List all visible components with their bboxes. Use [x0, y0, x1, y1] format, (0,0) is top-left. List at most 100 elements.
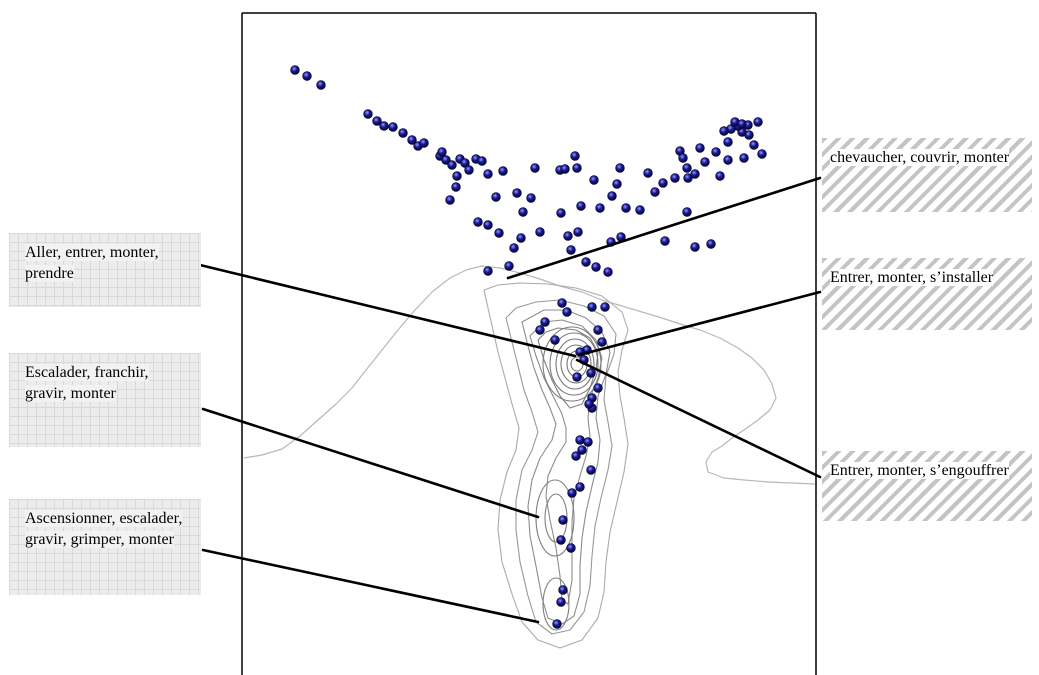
leader-escalader	[201, 407, 540, 519]
data-point	[491, 192, 501, 202]
data-point	[577, 445, 587, 455]
data-point	[570, 151, 580, 161]
leader-aller	[198, 263, 577, 358]
data-point	[595, 203, 605, 213]
data-point	[573, 227, 583, 237]
data-point	[719, 126, 729, 136]
contour-10	[560, 344, 592, 384]
data-point	[567, 488, 577, 498]
data-point	[749, 140, 759, 150]
leader-engouffrer	[575, 358, 822, 479]
density-contours	[243, 265, 816, 649]
data-point	[723, 155, 733, 165]
contour-lobe-1	[535, 479, 575, 557]
data-point	[635, 205, 645, 215]
data-point	[379, 121, 389, 131]
data-point	[715, 171, 725, 181]
data-point	[302, 71, 312, 81]
data-point	[483, 220, 493, 230]
data-point	[682, 207, 692, 217]
contour-4	[521, 309, 611, 625]
data-point	[670, 173, 680, 183]
data-point	[658, 178, 668, 188]
data-point	[700, 157, 710, 167]
label-aller: Aller, entrer, monter, prendre	[9, 233, 201, 307]
data-point	[557, 298, 567, 308]
data-point	[683, 173, 693, 183]
data-point	[706, 239, 716, 249]
data-point	[643, 168, 653, 178]
contour-lobe-3	[542, 577, 570, 631]
label-chevaucher: chevaucher, couvrir, monter	[822, 138, 1032, 212]
label-installer: Entrer, monter, s’installer	[822, 258, 1032, 330]
data-point	[695, 143, 705, 153]
label-ascension: Ascensionner, escalader, gravir, grimper…	[9, 499, 201, 595]
data-point	[682, 163, 692, 173]
data-point	[498, 166, 508, 176]
data-point	[556, 535, 566, 545]
contour-3	[505, 299, 617, 635]
data-point	[572, 163, 582, 173]
data-point	[650, 187, 660, 197]
data-point	[535, 325, 545, 335]
data-point	[494, 228, 504, 238]
data-point	[419, 138, 429, 148]
data-point	[540, 317, 550, 327]
label-engouffrer-text: Entrer, monter, s’engouffrer	[830, 462, 1009, 479]
data-point	[530, 163, 540, 173]
contour-5	[529, 319, 603, 605]
data-point	[572, 372, 582, 382]
data-point	[407, 135, 417, 145]
data-point	[737, 119, 747, 129]
data-point	[504, 261, 514, 271]
data-point	[690, 169, 700, 179]
data-point	[447, 160, 457, 170]
contour-8	[549, 332, 599, 396]
data-point	[558, 515, 568, 525]
contour-outer	[243, 265, 816, 485]
data-point	[526, 193, 536, 203]
data-point	[509, 243, 519, 253]
data-point	[711, 147, 721, 157]
data-point	[597, 337, 607, 347]
data-point	[477, 156, 487, 166]
data-point	[566, 245, 576, 255]
data-point	[452, 171, 462, 181]
data-point	[464, 165, 474, 175]
data-point	[753, 117, 763, 127]
label-ascension-text: Ascensionner, escalader, gravir, grimper…	[25, 510, 183, 548]
data-point	[678, 153, 688, 163]
data-point	[581, 257, 591, 267]
data-point	[563, 231, 573, 241]
leader-ascension	[201, 548, 540, 624]
data-point	[593, 383, 603, 393]
data-point	[388, 122, 398, 132]
data-point	[607, 191, 617, 201]
data-point	[566, 543, 576, 553]
label-aller-text: Aller, entrer, monter, prendre	[25, 244, 159, 282]
data-point	[552, 619, 562, 629]
data-point	[473, 217, 483, 227]
label-escalader: Escalader, franchir, gravir, monter	[9, 353, 201, 447]
data-point	[441, 155, 451, 165]
data-point	[562, 307, 572, 317]
data-point	[660, 236, 670, 246]
data-point	[535, 227, 545, 237]
data-point	[600, 302, 610, 312]
data-point	[690, 242, 700, 252]
data-point	[445, 195, 455, 205]
data-point	[571, 451, 581, 461]
data-point	[621, 203, 631, 213]
data-point	[516, 233, 526, 243]
data-point	[593, 325, 603, 335]
data-point	[437, 147, 447, 157]
label-escalader-text: Escalader, franchir, gravir, monter	[25, 364, 149, 402]
label-chevaucher-text: chevaucher, couvrir, monter	[830, 149, 1010, 166]
data-point	[587, 302, 597, 312]
data-point	[316, 80, 326, 90]
data-point	[739, 153, 749, 163]
data-point	[723, 137, 733, 147]
data-point	[483, 266, 493, 276]
data-point	[615, 163, 625, 173]
plot-frame	[241, 12, 817, 675]
